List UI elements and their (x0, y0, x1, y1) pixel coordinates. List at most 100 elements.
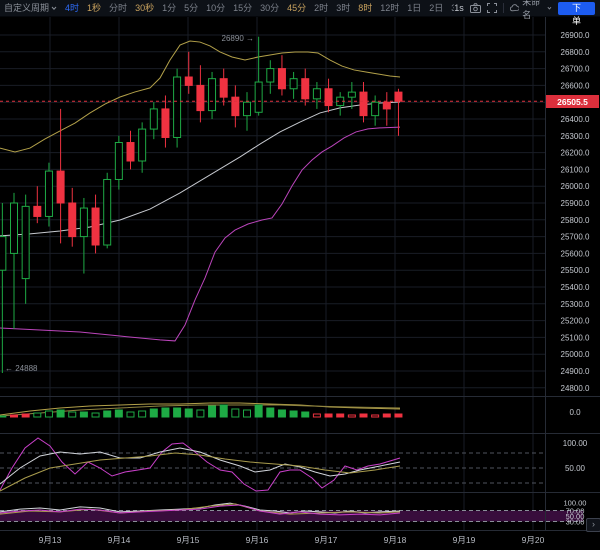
interval-12时[interactable]: 12时 (380, 2, 400, 13)
fullscreen-icon[interactable] (486, 3, 497, 13)
interval-30分[interactable]: 30分 (260, 2, 280, 13)
candle-body (254, 81, 263, 113)
volume-bar (79, 411, 88, 418)
volume-bar (382, 413, 391, 418)
osc1-line-j (0, 452, 401, 492)
chevron-down-icon (547, 6, 552, 10)
price-axis-label: 25100.0 (561, 333, 590, 342)
volume-bar (161, 407, 170, 418)
osc2-axis-label: 30.00 (566, 518, 585, 527)
volume-bar (371, 414, 380, 418)
interval-15分[interactable]: 15分 (233, 2, 253, 13)
volume-bar (301, 411, 310, 418)
volume-bar (173, 407, 182, 418)
volume-bar (103, 410, 112, 418)
camera-icon[interactable] (469, 3, 481, 13)
band-upper (0, 40, 401, 153)
osc1-axis-label: 100.00 (563, 439, 588, 448)
place-order-button[interactable]: 下单 (558, 1, 595, 26)
countdown-label: 1s (454, 3, 464, 13)
interval-1日[interactable]: 1日 (407, 2, 422, 13)
candle-body (359, 91, 368, 117)
candle-body (184, 76, 193, 86)
price-axis-label: 25500.0 (561, 266, 590, 275)
price-axis-label: 26700.0 (561, 65, 590, 74)
last-price-tag: 26505.5 (546, 95, 599, 108)
candle-body (289, 78, 298, 90)
candle-body (324, 88, 333, 107)
interval-period-menu[interactable]: 自定义周期 (0, 1, 61, 16)
volume-bar (336, 413, 345, 418)
low-price-marker: ← 24888 (5, 364, 38, 373)
price-axis-label: 25900.0 (561, 199, 590, 208)
volume-bar (184, 408, 193, 418)
candle-body (149, 108, 158, 130)
candle-body (91, 207, 100, 246)
interval-45分[interactable]: 45分 (287, 2, 307, 13)
time-axis-label: 9月20 (522, 535, 545, 545)
interval-2日[interactable]: 2日 (429, 2, 444, 13)
volume-bar (219, 404, 228, 418)
interval-1分[interactable]: 1分 (162, 2, 177, 13)
cloud-icon (509, 4, 520, 12)
candle-body (196, 84, 205, 112)
candle-body (394, 91, 403, 102)
candle-body (138, 128, 147, 162)
volume-bar (126, 411, 135, 418)
candle-body (79, 207, 88, 238)
volume-bar (21, 413, 30, 418)
osc2-line-m (0, 504, 401, 516)
candle-body (21, 205, 30, 280)
chevron-down-icon (51, 6, 57, 10)
candle-body (243, 101, 251, 117)
candle-body (266, 68, 275, 83)
price-axis-label: 25200.0 (561, 317, 590, 326)
volume-bar (91, 412, 100, 418)
layout-menu[interactable]: 未命名 (509, 0, 552, 21)
candle-body (10, 202, 18, 254)
osc2-axis-label: 50.00 (566, 512, 585, 521)
interval-toolbar: 自定义周期 4时 1秒 分时 30秒 1分 5分 10分 15分 30分 45分 2时 3时 8时 12时 1… (0, 1, 454, 16)
interval-3时[interactable]: 3时 (336, 2, 351, 13)
volume-bar (208, 405, 217, 418)
candle-body (68, 202, 77, 238)
interval-3日[interactable]: 3日 (451, 2, 455, 13)
volume-bar (196, 409, 205, 418)
volume-bar (394, 413, 403, 418)
volume-bar (0, 415, 7, 418)
candle-body (301, 78, 310, 100)
candle-body (231, 96, 240, 117)
volume-bar (312, 413, 321, 418)
interval-10分[interactable]: 10分 (206, 2, 226, 13)
interval-2时[interactable]: 2时 (314, 2, 329, 13)
volume-bar (138, 410, 147, 418)
price-axis-label: 25600.0 (561, 249, 590, 258)
candle-body (56, 170, 65, 204)
interval-分时[interactable]: 分时 (109, 2, 128, 13)
osc2-axis-label: 70.00 (566, 507, 585, 516)
osc1-axis-label: 50.00 (565, 464, 586, 473)
candle-body (103, 178, 112, 246)
candle-body (44, 170, 53, 217)
interval-5分[interactable]: 5分 (184, 2, 199, 13)
panel-expand-button[interactable]: › (586, 518, 600, 532)
candle-body (173, 76, 182, 138)
volume-bar (347, 414, 356, 418)
candle-body (312, 88, 321, 100)
interval-8时[interactable]: 8时 (358, 2, 373, 13)
volume-bar (33, 412, 42, 418)
candle-body (33, 205, 42, 217)
high-price-marker: 26890 → (222, 34, 254, 43)
toolbar-divider (502, 3, 504, 13)
volume-bar (266, 407, 275, 418)
candle-body (382, 101, 391, 110)
interval-30秒[interactable]: 30秒 (135, 2, 155, 13)
volume-bar (10, 414, 18, 418)
interval-1秒[interactable]: 1秒 (87, 2, 102, 13)
interval-4时[interactable]: 4时 (65, 2, 80, 13)
candle-body (208, 78, 217, 112)
volume-bar (254, 404, 263, 418)
price-axis-label: 26800.0 (561, 48, 590, 57)
